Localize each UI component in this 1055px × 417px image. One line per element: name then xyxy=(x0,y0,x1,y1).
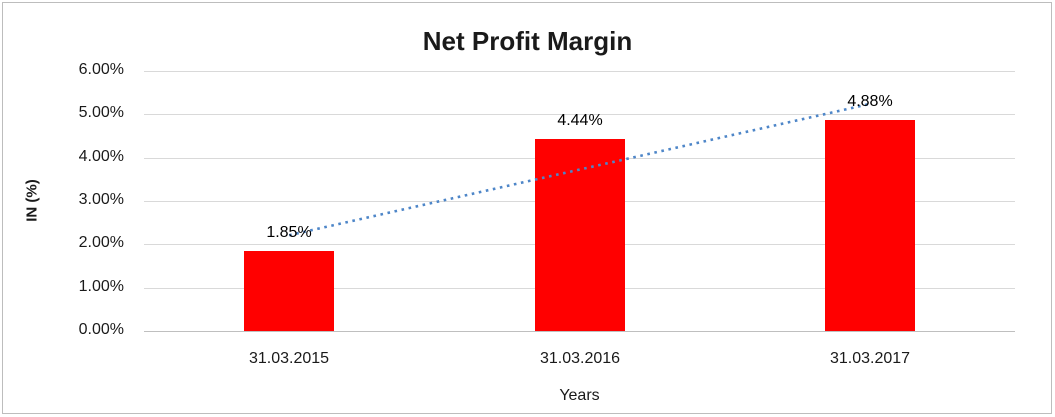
data-label: 1.85% xyxy=(266,224,312,241)
y-tick-label: 5.00% xyxy=(78,104,124,121)
data-label: 4.44% xyxy=(557,112,603,129)
plot-area: 1.85% 4.44% 4.88% xyxy=(144,71,1015,332)
x-tick-label: 31.03.2016 xyxy=(539,350,621,367)
x-tick-label: 31.03.2017 xyxy=(829,350,911,367)
bar-31.03.2017 xyxy=(825,120,915,331)
y-tick-label: 3.00% xyxy=(78,191,124,208)
y-tick-label: 6.00% xyxy=(78,61,124,78)
bar-31.03.2016 xyxy=(535,139,625,331)
gridline xyxy=(144,71,1015,72)
gridline xyxy=(144,114,1015,115)
y-tick-label: 1.00% xyxy=(78,278,124,295)
chart-title: Net Profit Margin xyxy=(422,26,633,56)
trendline xyxy=(288,102,871,237)
data-label: 4.88% xyxy=(847,93,893,110)
y-tick-label: 0.00% xyxy=(78,321,124,338)
x-axis-line xyxy=(144,331,1015,332)
x-axis-title: Years xyxy=(559,387,600,404)
bar-31.03.2015 xyxy=(244,251,334,331)
y-tick-label: 2.00% xyxy=(78,234,124,251)
x-tick-label: 31.03.2015 xyxy=(248,350,330,367)
y-tick-label: 4.00% xyxy=(78,148,124,165)
